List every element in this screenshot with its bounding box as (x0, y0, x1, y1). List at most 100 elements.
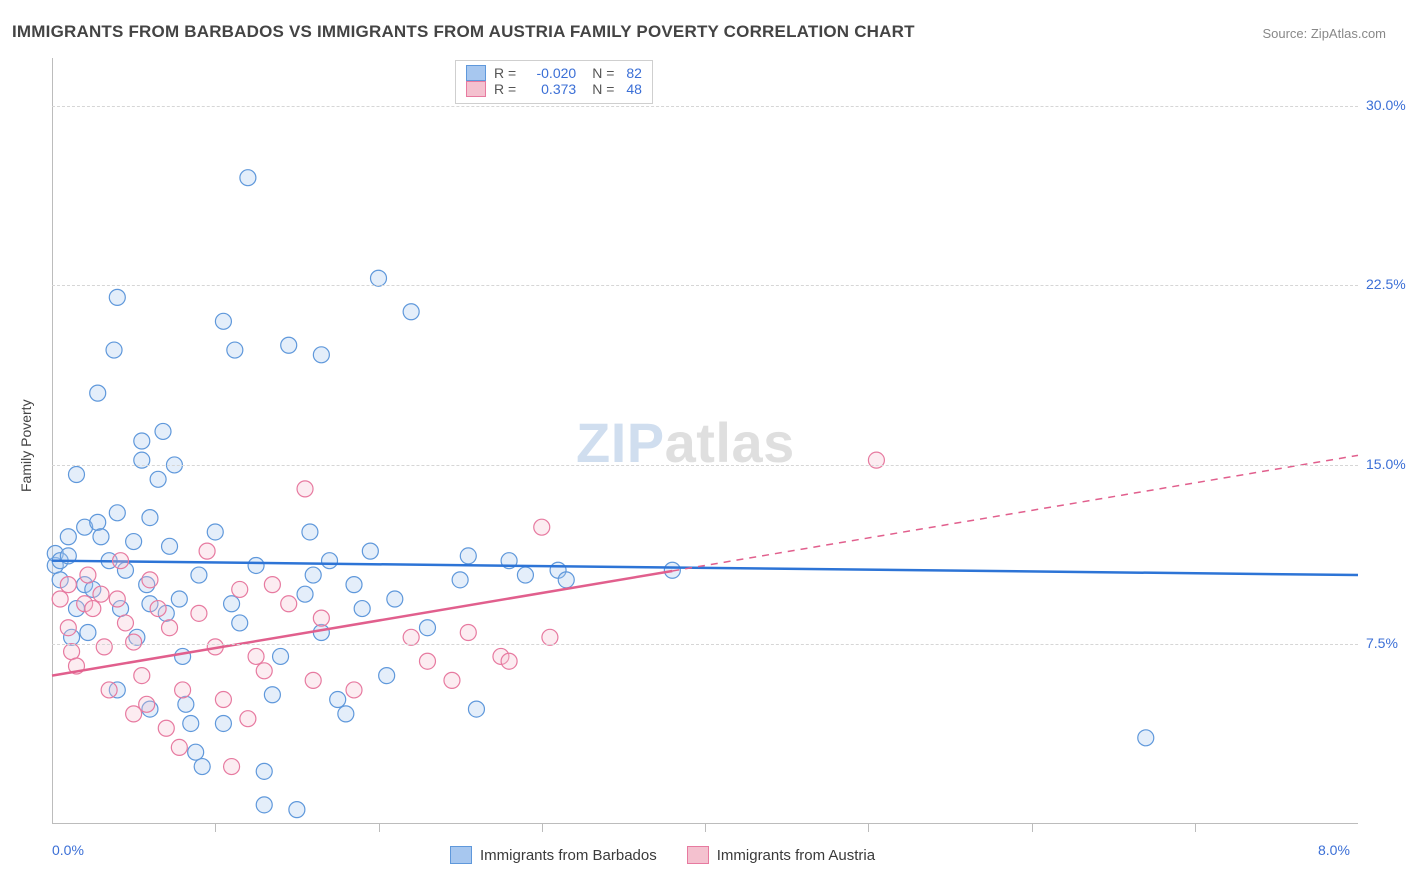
stats-r-value-2: 0.373 (524, 81, 576, 97)
scatter-point (403, 629, 419, 645)
scatter-point (240, 170, 256, 186)
scatter-point (452, 572, 468, 588)
scatter-point (194, 759, 210, 775)
scatter-point (162, 620, 178, 636)
scatter-point (256, 797, 272, 813)
scatter-point (142, 572, 158, 588)
scatter-point (93, 529, 109, 545)
stats-n-label-1: N = (592, 65, 614, 81)
legend-swatch-1 (466, 65, 486, 81)
scatter-point (80, 567, 96, 583)
scatter-point (171, 739, 187, 755)
scatter-point (215, 313, 231, 329)
scatter-point (387, 591, 403, 607)
stats-r-label-1: R = (494, 65, 516, 81)
stats-row-2: R = 0.373 N = 48 (466, 81, 642, 97)
scatter-point (68, 467, 84, 483)
stats-n-value-2: 48 (626, 81, 642, 97)
scatter-point (134, 433, 150, 449)
y-tick-label: 22.5% (1366, 276, 1406, 292)
legend-label-1: Immigrants from Barbados (480, 847, 657, 864)
scatter-point (113, 553, 129, 569)
scatter-point (330, 692, 346, 708)
y-tick-label: 7.5% (1366, 635, 1398, 651)
scatter-point (117, 615, 133, 631)
scatter-point (419, 620, 435, 636)
scatter-point (60, 620, 76, 636)
scatter-point (80, 625, 96, 641)
y-axis-label: Family Poverty (18, 399, 34, 492)
scatter-point (85, 601, 101, 617)
scatter-point (346, 577, 362, 593)
scatter-point (313, 610, 329, 626)
scatter-point (379, 668, 395, 684)
scatter-point (101, 682, 117, 698)
scatter-point (109, 505, 125, 521)
scatter-point (155, 423, 171, 439)
scatter-point (191, 567, 207, 583)
scatter-point (264, 687, 280, 703)
scatter-point (558, 572, 574, 588)
scatter-point (52, 591, 68, 607)
scatter-point (305, 672, 321, 688)
scatter-point (281, 337, 297, 353)
scatter-point (1138, 730, 1154, 746)
scatter-point (134, 668, 150, 684)
stats-n-value-1: 82 (626, 65, 642, 81)
scatter-point (297, 586, 313, 602)
scatter-point (60, 529, 76, 545)
scatter-point (178, 696, 194, 712)
x-tick (1032, 824, 1033, 832)
legend-swatch-austria (687, 846, 709, 864)
source-label: Source: ZipAtlas.com (1262, 26, 1386, 41)
scatter-point (534, 519, 550, 535)
x-tick (705, 824, 706, 832)
scatter-point (232, 615, 248, 631)
scatter-point (162, 538, 178, 554)
x-tick (868, 824, 869, 832)
x-tick (379, 824, 380, 832)
scatter-point (460, 625, 476, 641)
scatter-point (297, 481, 313, 497)
scatter-point (322, 553, 338, 569)
scatter-point (346, 682, 362, 698)
scatter-point (109, 289, 125, 305)
scatter-point (175, 648, 191, 664)
scatter-point (240, 711, 256, 727)
scatter-point (90, 514, 106, 530)
scatter-point (281, 596, 297, 612)
legend-swatch-barbados (450, 846, 472, 864)
legend-swatch-2 (466, 81, 486, 97)
scatter-point (106, 342, 122, 358)
scatter-point (248, 648, 264, 664)
scatter-point (90, 385, 106, 401)
scatter-point (403, 304, 419, 320)
gridline (52, 465, 1358, 466)
scatter-point (109, 591, 125, 607)
scatter-point (444, 672, 460, 688)
scatter-point (264, 577, 280, 593)
scatter-point (93, 586, 109, 602)
scatter-point (419, 653, 435, 669)
scatter-point (273, 648, 289, 664)
scatter-point (126, 634, 142, 650)
scatter-point (175, 682, 191, 698)
scatter-point (188, 744, 204, 760)
stats-r-label-2: R = (494, 81, 516, 97)
stats-r-value-1: -0.020 (524, 65, 576, 81)
scatter-point (501, 653, 517, 669)
scatter-point (371, 270, 387, 286)
series-legend: Immigrants from Barbados Immigrants from… (450, 846, 875, 864)
gridline (52, 285, 1358, 286)
scatter-point (354, 601, 370, 617)
scatter-point (232, 581, 248, 597)
scatter-point (96, 639, 112, 655)
scatter-point (158, 720, 174, 736)
x-tick (1195, 824, 1196, 832)
scatter-point (302, 524, 318, 540)
scatter-point (126, 534, 142, 550)
scatter-point (227, 342, 243, 358)
scatter-point (199, 543, 215, 559)
scatter-point (215, 715, 231, 731)
chart-svg (52, 58, 1358, 824)
